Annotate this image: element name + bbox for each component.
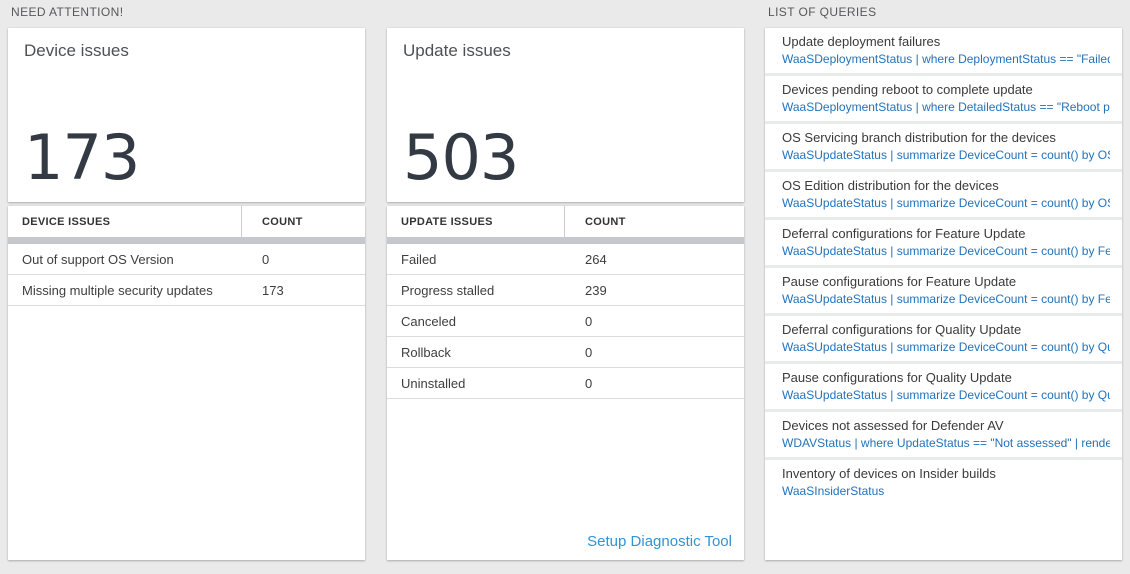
query-item[interactable]: Pause configurations for Feature Update … [765,268,1122,316]
query-title: Deferral configurations for Quality Upda… [782,322,1022,337]
device-count-column-header: COUNT [262,215,303,228]
row-label: Missing multiple security updates [22,282,213,298]
table-row[interactable]: Progress stalled 239 [387,275,744,306]
row-count: 0 [585,313,593,329]
query-title: OS Servicing branch distribution for the… [782,130,1056,145]
query-item[interactable]: OS Servicing branch distribution for the… [765,124,1122,172]
query-text-link[interactable]: WaaSUpdateStatus | summarize DeviceCount… [782,244,1110,258]
device-issues-column: NEED ATTENTION! Device issues 173 DEVICE… [8,0,365,574]
row-count: 0 [585,344,593,360]
update-issues-column: Update issues 503 UPDATE ISSUES COUNT Fa… [387,0,744,574]
query-text-link[interactable]: WaaSUpdateStatus | summarize DeviceCount… [782,388,1110,402]
row-label: Rollback [401,344,451,360]
table-row[interactable]: Canceled 0 [387,306,744,337]
query-text-link[interactable]: WaaSDeploymentStatus | where DetailedSta… [782,100,1110,114]
query-item[interactable]: Update deployment failures WaaSDeploymen… [765,28,1122,76]
table-row[interactable]: Failed 264 [387,244,744,275]
table-scrollbar[interactable] [387,237,744,244]
table-scrollbar[interactable] [8,237,365,244]
row-label: Uninstalled [401,375,466,391]
query-title: Deferral configurations for Feature Upda… [782,226,1026,241]
query-title: Update deployment failures [782,34,941,49]
update-issues-title: Update issues [403,41,511,60]
query-title: OS Edition distribution for the devices [782,178,999,193]
row-label: Canceled [401,313,456,329]
query-item[interactable]: Deferral configurations for Feature Upda… [765,220,1122,268]
update-issues-table-header: UPDATE ISSUES COUNT [387,206,744,237]
query-item[interactable]: Devices pending reboot to complete updat… [765,76,1122,124]
update-issues-column-header: UPDATE ISSUES [387,206,565,237]
query-title: Devices not assessed for Defender AV [782,418,1004,433]
table-row[interactable]: Rollback 0 [387,337,744,368]
table-row[interactable]: Uninstalled 0 [387,368,744,399]
query-item[interactable]: Deferral configurations for Quality Upda… [765,316,1122,364]
row-label: Failed [401,251,437,267]
queries-column: LIST OF QUERIES Update deployment failur… [765,0,1122,574]
row-label: Out of support OS Version [22,251,174,267]
device-issues-title: Device issues [24,41,129,60]
device-issues-table: DEVICE ISSUES COUNT Out of support OS Ve… [8,206,365,560]
query-text-link[interactable]: WaaSUpdateStatus | summarize DeviceCount… [782,148,1110,162]
device-issues-total: 173 [24,121,140,194]
row-count: 0 [262,251,270,267]
query-text-link[interactable]: WaaSUpdateStatus | summarize DeviceCount… [782,196,1110,210]
row-count: 239 [585,282,607,298]
update-issues-total: 503 [403,121,519,194]
table-row[interactable]: Out of support OS Version 0 [8,244,365,275]
query-item[interactable]: Inventory of devices on Insider builds W… [765,460,1122,508]
device-issues-table-header: DEVICE ISSUES COUNT [8,206,365,237]
row-count: 0 [585,375,593,391]
update-issues-tile[interactable]: Update issues 503 [387,28,744,202]
query-text-link[interactable]: WaaSDeploymentStatus | where DeploymentS… [782,52,1110,66]
query-text-link[interactable]: WDAVStatus | where UpdateStatus == "Not … [782,436,1110,450]
need-attention-heading: NEED ATTENTION! [11,5,124,19]
query-title: Inventory of devices on Insider builds [782,466,996,481]
query-title: Pause configurations for Feature Update [782,274,1017,289]
row-label: Progress stalled [401,282,495,298]
query-text-link[interactable]: WaaSUpdateStatus | summarize DeviceCount… [782,292,1110,306]
device-issues-column-header: DEVICE ISSUES [8,206,242,237]
query-text-link[interactable]: WaaSInsiderStatus [782,484,885,498]
query-title: Devices pending reboot to complete updat… [782,82,1033,97]
row-count: 264 [585,251,607,267]
table-row[interactable]: Missing multiple security updates 173 [8,275,365,306]
list-of-queries-heading: LIST OF QUERIES [768,5,877,19]
queries-list: Update deployment failures WaaSDeploymen… [765,28,1122,560]
query-text-link[interactable]: WaaSUpdateStatus | summarize DeviceCount… [782,340,1110,354]
query-item[interactable]: Devices not assessed for Defender AV WDA… [765,412,1122,460]
query-item[interactable]: Pause configurations for Quality Update … [765,364,1122,412]
query-title: Pause configurations for Quality Update [782,370,1012,385]
device-issues-tile[interactable]: Device issues 173 [8,28,365,202]
update-count-column-header: COUNT [585,215,626,228]
query-item[interactable]: OS Edition distribution for the devices … [765,172,1122,220]
setup-diagnostic-tool-link[interactable]: Setup Diagnostic Tool [587,533,732,550]
update-issues-table: UPDATE ISSUES COUNT Failed 264 Progress … [387,206,744,560]
row-count: 173 [262,282,284,298]
